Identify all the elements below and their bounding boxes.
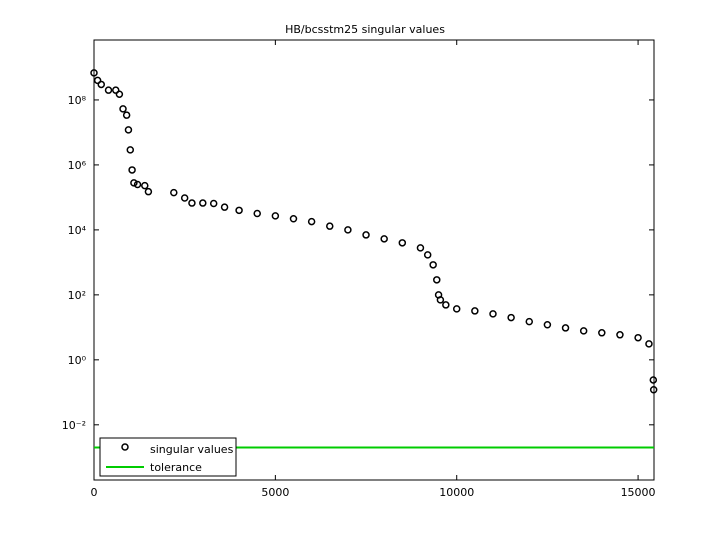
data-point: [235, 206, 243, 215]
data-point: [289, 215, 298, 223]
data-point: [543, 321, 552, 329]
data-point: [130, 179, 138, 187]
data-point: [649, 385, 658, 394]
data-point: [423, 251, 432, 259]
data-point: [271, 212, 280, 220]
x-tick-label: 0: [91, 486, 98, 499]
data-point: [115, 90, 124, 98]
data-point: [645, 340, 653, 348]
data-point: [133, 180, 142, 189]
x-tick-label: 15000: [621, 486, 656, 499]
data-point: [112, 86, 120, 94]
data-point: [561, 324, 570, 332]
data-point: [616, 331, 624, 339]
data-point: [398, 239, 407, 247]
legend-label: tolerance: [150, 461, 202, 474]
data-point: [180, 194, 189, 202]
data-point: [416, 244, 425, 252]
data-point: [598, 329, 606, 337]
data-point: [634, 333, 642, 342]
data-point: [649, 376, 658, 384]
data-point: [122, 111, 131, 119]
data-point: [97, 80, 106, 89]
data-point: [253, 209, 261, 218]
data-point: [507, 313, 515, 322]
data-point: [436, 296, 445, 304]
data-point: [126, 146, 135, 154]
legend-swatch: [121, 443, 129, 451]
chart-title: HB/bcsstm25 singular values: [285, 23, 445, 36]
data-point: [90, 69, 98, 77]
data-point: [433, 276, 441, 284]
x-tick-label: 10000: [439, 486, 474, 499]
data-point: [104, 86, 113, 94]
data-point: [209, 199, 218, 208]
y-tick-label: 10²: [68, 289, 86, 302]
data-point: [93, 76, 102, 85]
data-point: [429, 261, 437, 269]
data-point: [128, 166, 136, 174]
y-tick-label: 10⁸: [68, 94, 87, 107]
data-point: [307, 217, 316, 226]
y-tick-label: 10⁻²: [62, 419, 86, 432]
data-point: [489, 310, 497, 318]
data-point: [326, 222, 334, 230]
data-point: [170, 188, 178, 197]
data-point: [380, 235, 388, 243]
x-tick-label: 5000: [261, 486, 289, 499]
data-point: [471, 307, 479, 315]
data-point: [452, 305, 461, 313]
data-point: [220, 203, 229, 211]
data-point: [199, 199, 207, 207]
legend-label: singular values: [150, 443, 234, 456]
data-point: [362, 231, 370, 239]
y-tick-label: 10⁶: [68, 159, 87, 172]
data-point: [188, 199, 196, 207]
data-point: [525, 317, 534, 326]
y-tick-label: 10⁰: [68, 354, 87, 367]
y-tick-label: 10⁴: [68, 224, 87, 237]
data-point: [344, 226, 352, 234]
data-point: [119, 105, 127, 113]
data-point: [124, 126, 133, 134]
data-point: [141, 181, 149, 190]
data-point: [144, 187, 153, 196]
data-point: [442, 301, 450, 309]
data-point: [579, 327, 588, 335]
axes-box: [93, 39, 655, 481]
